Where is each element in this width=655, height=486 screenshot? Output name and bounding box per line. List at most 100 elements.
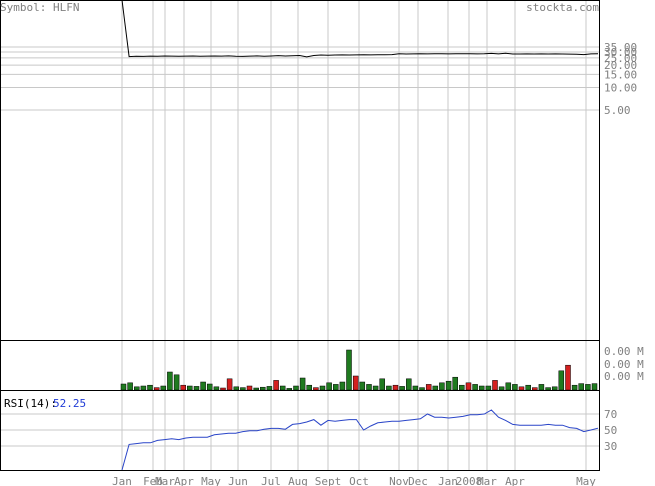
rsi-panel <box>121 409 599 471</box>
volume-tick-label: 0.00 M <box>604 370 644 383</box>
rsi-tick-label: 30 <box>604 440 617 453</box>
volume-bar <box>591 383 598 391</box>
volume-bar <box>505 382 512 391</box>
volume-bar <box>279 385 286 391</box>
volume-bar <box>266 386 273 391</box>
volume-bar <box>187 385 193 391</box>
rsi-label: RSI(14): <box>4 397 57 410</box>
volume-bar <box>551 386 558 391</box>
month-label: Mar <box>477 475 497 486</box>
month-label: Sept <box>315 475 342 486</box>
volume-bar <box>425 384 432 391</box>
volume-bar <box>478 385 485 391</box>
volume-bar <box>419 387 425 391</box>
month-label: Dec <box>408 475 428 486</box>
price-tick-label: 15.00 <box>604 68 637 81</box>
chart-grid <box>0 0 599 470</box>
month-label: Apr <box>174 475 194 486</box>
volume-bar <box>319 385 326 391</box>
volume-bar <box>452 376 458 391</box>
volume-bar <box>200 381 206 391</box>
volume-bar <box>140 385 147 391</box>
volume-bar <box>293 385 299 391</box>
volume-bar <box>472 384 478 391</box>
month-label: Apr <box>505 475 525 486</box>
price-panel <box>121 0 599 58</box>
volume-bar <box>392 384 399 391</box>
volume-bar <box>432 385 439 391</box>
volume-bar <box>565 364 571 391</box>
rsi-tick-label: 50 <box>604 424 617 437</box>
volume-bar <box>313 387 319 391</box>
volume-bar <box>260 386 266 391</box>
volume-bar <box>366 384 372 391</box>
volume-tick-label: 0.00 M <box>604 358 644 371</box>
month-label: May <box>201 475 221 486</box>
volume-bar <box>571 384 578 391</box>
price-tick-label: 10.00 <box>604 82 637 95</box>
volume-bar <box>213 386 220 391</box>
volume-bar <box>379 378 385 391</box>
volume-bar <box>525 384 531 391</box>
volume-bar <box>326 382 332 391</box>
volume-bar <box>273 380 279 391</box>
volume-bar <box>512 384 518 391</box>
volume-bar <box>167 371 173 391</box>
panel-borders <box>0 0 600 471</box>
volume-bar <box>545 387 551 391</box>
month-label: Aug <box>288 475 308 486</box>
month-label: 2008 <box>456 475 483 486</box>
month-label: Jul <box>261 475 281 486</box>
month-label: May <box>576 475 596 486</box>
volume-bar <box>352 375 359 391</box>
volume-bar <box>299 377 306 391</box>
symbol-label: Symbol: HLFN <box>0 1 79 14</box>
volume-tick-label: 0.00 M <box>604 345 644 358</box>
volume-bar <box>180 384 186 391</box>
panel-frame <box>0 390 600 471</box>
rsi-line <box>121 409 599 471</box>
volume-bar <box>134 386 140 391</box>
month-label: Mar <box>155 475 175 486</box>
rsi-tick-label: 70 <box>604 408 617 421</box>
volume-bar <box>160 385 167 391</box>
volume-bar <box>120 383 127 391</box>
rsi-value: 52.25 <box>53 397 86 410</box>
site-label: stockta.com <box>526 1 599 14</box>
volume-bar <box>465 382 472 391</box>
volume-bar <box>286 388 293 391</box>
volume-bar <box>459 384 465 391</box>
volume-bar <box>333 384 339 391</box>
month-label: Nov <box>389 475 409 486</box>
month-label: Oct <box>349 475 369 486</box>
price-tick-label: 20.00 <box>604 59 637 72</box>
volume-bar <box>359 381 366 391</box>
volume-bar <box>233 386 240 391</box>
price-tick-label: 35.00 <box>604 41 637 54</box>
month-label: Feb <box>143 475 163 486</box>
volume-bar <box>220 387 226 391</box>
volume-bar <box>127 382 133 391</box>
volume-bar <box>558 370 565 391</box>
volume-bar <box>339 381 346 391</box>
volume-bar <box>173 374 180 391</box>
volume-bar <box>532 387 538 391</box>
volume-bar <box>147 384 153 391</box>
price-tick-label: 25.00 <box>604 52 637 65</box>
volume-bar <box>372 385 379 391</box>
month-label: Jan <box>112 475 132 486</box>
volume-bar <box>406 378 412 391</box>
volume-bar <box>246 385 253 391</box>
volume-bar <box>193 386 200 391</box>
volume-bar <box>226 378 233 391</box>
volume-bar <box>153 387 160 391</box>
volume-bar <box>485 385 492 391</box>
volume-bar <box>445 380 452 391</box>
volume-bar <box>399 386 405 391</box>
volume-bar <box>498 386 505 391</box>
month-label: Jan <box>438 475 458 486</box>
volume-bar <box>346 349 352 391</box>
month-label: Jun <box>228 475 248 486</box>
